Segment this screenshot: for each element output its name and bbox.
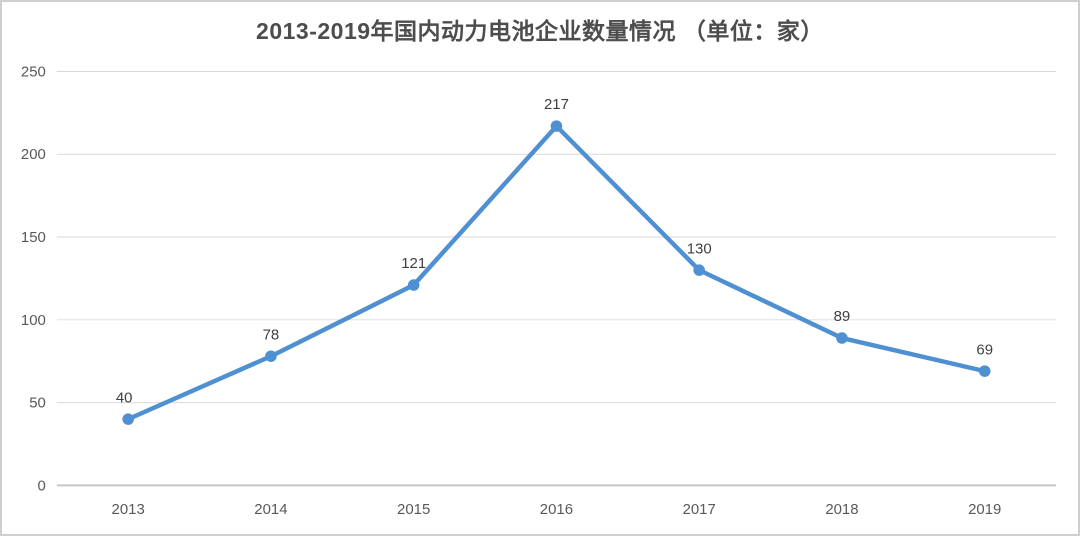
data-point-marker xyxy=(693,264,705,276)
data-point-marker xyxy=(836,332,848,344)
x-axis-tick-label: 2016 xyxy=(540,502,573,518)
data-point-marker xyxy=(978,365,991,377)
data-point-label: 78 xyxy=(263,327,280,343)
data-point-label: 130 xyxy=(687,241,712,257)
x-axis-tick-label: 2014 xyxy=(254,502,287,518)
data-point-marker xyxy=(407,279,420,291)
y-axis-tick-label: 200 xyxy=(21,147,46,163)
chart-title: 2013-2019年国内动力电池企业数量情况 （单位：家） xyxy=(256,18,824,44)
x-axis-tick-label: 2018 xyxy=(825,502,858,518)
y-axis-tick-label: 0 xyxy=(38,478,46,494)
y-axis-tick-label: 250 xyxy=(21,64,46,80)
y-axis-tick-label: 100 xyxy=(21,313,46,329)
data-point-label: 89 xyxy=(834,309,851,325)
x-axis-tick-label: 2015 xyxy=(397,502,430,518)
data-point-label: 40 xyxy=(116,390,133,406)
data-point-marker xyxy=(122,413,134,425)
x-axis-tick-label: 2017 xyxy=(683,502,716,518)
data-point-label: 217 xyxy=(544,97,569,113)
y-axis-tick-label: 150 xyxy=(21,230,46,246)
y-axis-tick-label: 50 xyxy=(29,396,46,412)
data-point-marker xyxy=(265,350,277,362)
x-axis-tick-label: 2019 xyxy=(968,502,1001,518)
data-point-label: 69 xyxy=(976,342,993,358)
data-point-label: 121 xyxy=(401,256,426,272)
x-axis-tick-label: 2013 xyxy=(112,502,145,518)
data-line xyxy=(125,123,987,422)
data-point-marker xyxy=(550,120,563,132)
